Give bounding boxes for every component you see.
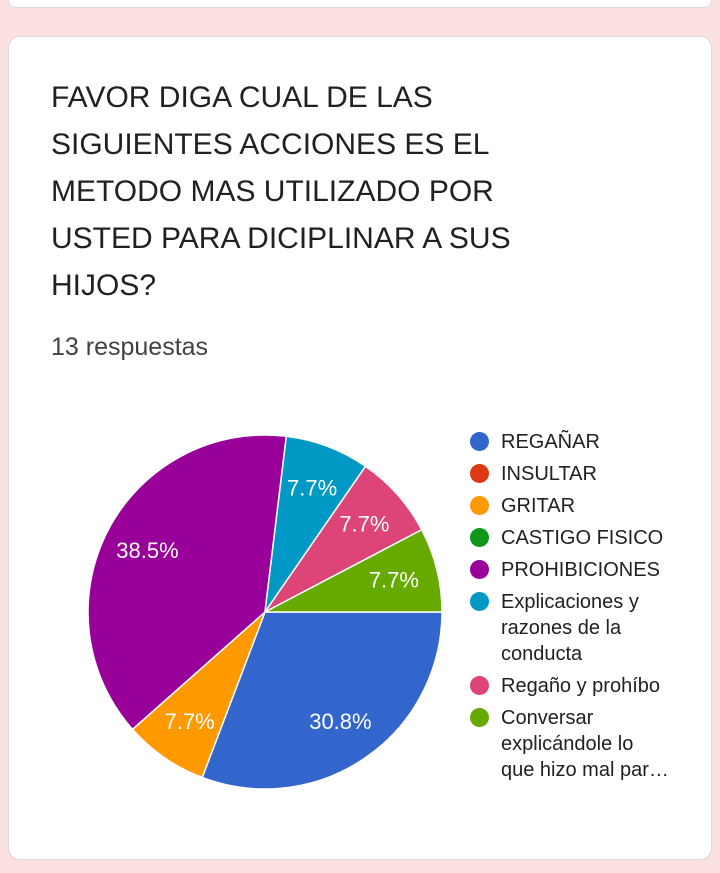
pie-slice-percent-explicaciones-y-razones-de-la-conducta: 7.7% bbox=[287, 475, 337, 500]
pie-slice-reganar[interactable] bbox=[201, 611, 443, 790]
legend-color-dot bbox=[470, 708, 489, 727]
pie-slice-percent-regano-y-prohibo: 7.7% bbox=[339, 512, 389, 537]
legend-color-dot bbox=[470, 676, 489, 695]
legend-item-gritar: GRITAR bbox=[470, 493, 680, 519]
legend-color-dot bbox=[470, 496, 489, 515]
question-title: FAVOR DIGA CUAL DE LAS SIGUIENTES ACCION… bbox=[51, 81, 511, 302]
legend-item-reganar: REGAÑAR bbox=[470, 429, 680, 455]
legend-item-castigo-fisico: CASTIGO FISICO bbox=[470, 525, 680, 551]
legend-label: REGAÑAR bbox=[501, 431, 600, 453]
legend-label: CASTIGO FISICO bbox=[501, 527, 664, 549]
pie-slice-percent-gritar: 7.7% bbox=[165, 709, 215, 734]
legend-label: Regaño y prohíbo bbox=[501, 675, 661, 697]
legend-color-dot bbox=[470, 432, 489, 451]
legend-label: PROHIBICIONES bbox=[501, 559, 660, 581]
legend-color-dot bbox=[470, 528, 489, 547]
pie-slice-percent-prohibiciones: 38.5% bbox=[116, 538, 178, 563]
pie-slice-prohibiciones[interactable] bbox=[87, 434, 288, 731]
legend-item-explicaciones-y-razones-de-la-conducta: Explicaciones y razones de la conducta bbox=[470, 589, 680, 667]
legend-item-prohibiciones: PROHIBICIONES bbox=[470, 557, 680, 583]
legend-color-dot bbox=[470, 592, 489, 611]
responses-count: 13 respuestas bbox=[51, 333, 209, 361]
pie-chart: 30.8%7.7%38.5%7.7%7.7%7.7% bbox=[87, 434, 443, 790]
chart-legend: REGAÑAR INSULTAR GRITAR CASTIGO FISICO PROHI… bbox=[470, 429, 680, 789]
legend-item-insultar: INSULTAR bbox=[470, 461, 680, 487]
legend-color-dot bbox=[470, 560, 489, 579]
legend-label: INSULTAR bbox=[501, 463, 597, 485]
legend-item-regano-y-prohibo: Regaño y prohíbo bbox=[470, 673, 680, 699]
pie-slice-percent-conversar-explicandole-lo-que-hizo-mal-par: 7.7% bbox=[369, 568, 419, 593]
pie-slice-conversar-explicandole-lo-que-hizo-mal-par[interactable] bbox=[264, 528, 443, 613]
legend-item-conversar-explicandole-lo-que-hizo-mal-par: Conversar explicándole lo que hizo mal par… bbox=[470, 705, 680, 783]
legend-color-dot bbox=[470, 464, 489, 483]
question-results-card: FAVOR DIGA CUAL DE LAS SIGUIENTES ACCION… bbox=[8, 36, 712, 860]
pie-slice-percent-reganar: 30.8% bbox=[309, 709, 371, 734]
legend-label: GRITAR bbox=[501, 495, 576, 517]
previous-card-bottom-edge bbox=[8, 0, 712, 8]
legend-label: Explicaciones y razones de la conducta bbox=[501, 591, 639, 665]
legend-label: Conversar explicándole lo que hizo mal par… bbox=[501, 707, 669, 781]
